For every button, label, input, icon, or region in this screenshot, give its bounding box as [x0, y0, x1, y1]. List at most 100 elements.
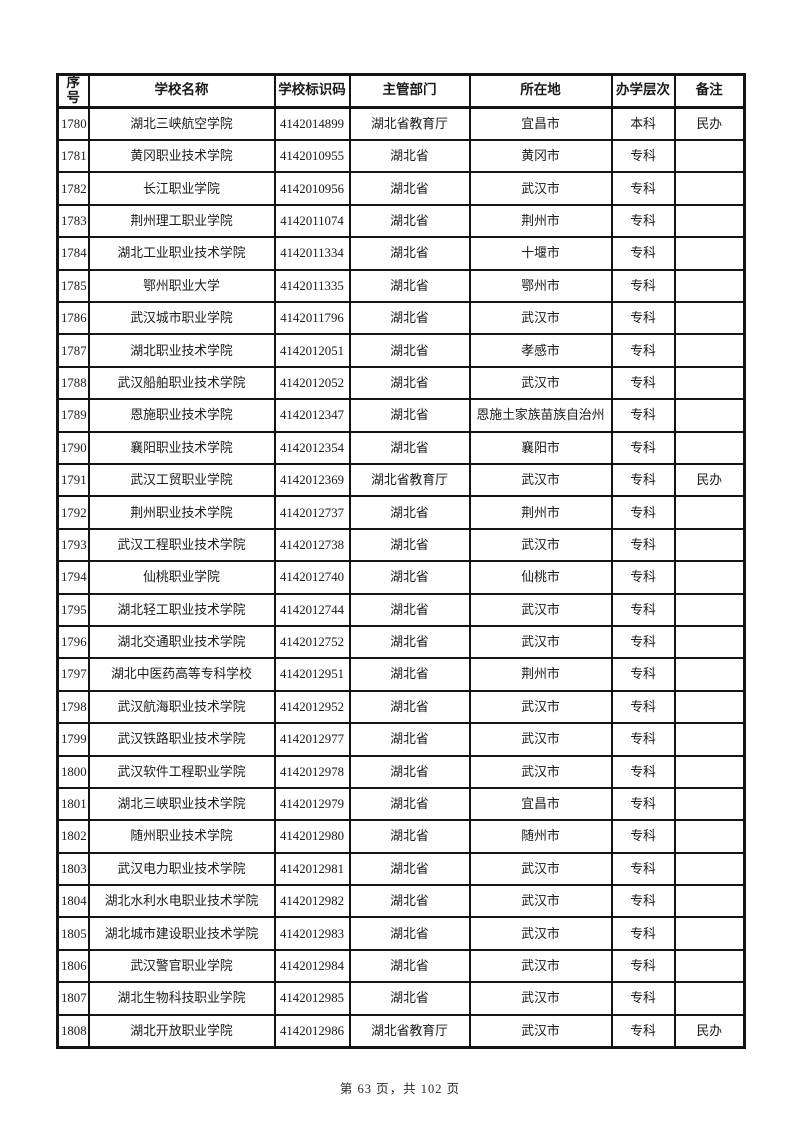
table-cell [673, 884, 746, 919]
table-cell: 恩施职业技术学院 [87, 398, 276, 433]
table-cell: 1796 [56, 624, 90, 660]
table-cell: 武汉市 [468, 365, 613, 401]
table-cell [673, 624, 746, 660]
table-cell: 武汉铁路职业技术学院 [87, 722, 276, 757]
table-cell [673, 333, 746, 368]
table-cell: 1788 [56, 365, 90, 401]
table-cell [673, 527, 746, 563]
table-cell: 1794 [56, 560, 90, 595]
table-cell: 4142012052 [273, 365, 351, 401]
table-cell: 1798 [56, 689, 90, 725]
table-body: 1780 湖北三峡航空学院 4142014899 湖北省教育厅 宜昌市 本科 民办 1781 黄… [56, 106, 746, 1049]
table-cell: 4142011796 [273, 301, 351, 336]
table-cell: 荆州市 [468, 203, 613, 239]
table-cell: 湖北省 [348, 948, 471, 984]
table-row: 1782 长江职业学院 4142010956 湖北省 武汉市 专科 [56, 171, 746, 206]
table-cell: 专科 [610, 398, 676, 433]
table-cell: 湖北省 [348, 333, 471, 368]
table-cell: 1799 [56, 722, 90, 757]
table-cell: 武汉市 [468, 624, 613, 660]
table-cell: 武汉市 [468, 462, 613, 498]
table-cell: 专科 [610, 268, 676, 304]
table-cell: 湖北省 [348, 430, 471, 465]
table-cell: 专科 [610, 786, 676, 822]
table-cell: 1786 [56, 301, 90, 336]
table-cell: 湖北省 [348, 236, 471, 271]
table-cell: 专科 [610, 981, 676, 1016]
table-cell: 湖北生物科技职业学院 [87, 981, 276, 1016]
table-row: 1788 武汉船舶职业技术学院 4142012052 湖北省 武汉市 专科 [56, 365, 746, 401]
table-cell: 专科 [610, 819, 676, 854]
table-cell: 武汉市 [468, 851, 613, 887]
table-cell: 湖北水利水电职业技术学院 [87, 884, 276, 919]
table-cell: 1793 [56, 527, 90, 563]
table-row: 1795 湖北轻工职业技术学院 4142012744 湖北省 武汉市 专科 [56, 592, 746, 627]
table-cell: 4142014899 [273, 106, 351, 142]
table-cell: 4142012977 [273, 722, 351, 757]
table-cell: 湖北省 [348, 786, 471, 822]
table-cell: 1800 [56, 754, 90, 789]
table-cell: 1783 [56, 203, 90, 239]
table-cell: 武汉工程职业技术学院 [87, 527, 276, 563]
table-cell [673, 560, 746, 595]
table-cell: 专科 [610, 495, 676, 530]
table-cell: 4142012744 [273, 592, 351, 627]
table-cell: 专科 [610, 333, 676, 368]
table-cell: 黄冈市 [468, 139, 613, 174]
table-cell: 襄阳市 [468, 430, 613, 465]
table-cell: 4142012952 [273, 689, 351, 725]
table-cell: 湖北省教育厅 [348, 106, 471, 142]
table-cell: 湖北三峡航空学院 [87, 106, 276, 142]
table-cell: 湖北交通职业技术学院 [87, 624, 276, 660]
table-cell: 4142011335 [273, 268, 351, 304]
table-cell: 鄂州市 [468, 268, 613, 304]
table-cell [673, 139, 746, 174]
table-cell: 1808 [56, 1013, 90, 1049]
table-cell: 1782 [56, 171, 90, 206]
table-cell: 武汉软件工程职业学院 [87, 754, 276, 789]
table-cell [673, 754, 746, 789]
table-cell [673, 592, 746, 627]
table-cell: 4142012986 [273, 1013, 351, 1049]
table-cell: 1791 [56, 462, 90, 498]
column-header: 备注 [673, 73, 746, 109]
table-row: 1805 湖北城市建设职业技术学院 4142012983 湖北省 武汉市 专科 [56, 916, 746, 951]
school-list-table: 序号 学校名称 学校标识码 主管部门 所在地 办学层次 备注 1780 湖北三峡航空学院 414… [56, 73, 746, 1050]
table-row: 1798 武汉航海职业技术学院 4142012952 湖北省 武汉市 专科 [56, 689, 746, 725]
table-cell: 1789 [56, 398, 90, 433]
table-cell: 专科 [610, 171, 676, 206]
table-cell: 4142012951 [273, 657, 351, 692]
table-cell: 4142012979 [273, 786, 351, 822]
table-cell: 专科 [610, 916, 676, 951]
table-cell: 湖北省 [348, 365, 471, 401]
table-cell: 专科 [610, 203, 676, 239]
table-cell: 湖北省教育厅 [348, 462, 471, 498]
table-row: 1803 武汉电力职业技术学院 4142012981 湖北省 武汉市 专科 [56, 851, 746, 887]
table-cell [673, 430, 746, 465]
table-row: 1789 恩施职业技术学院 4142012347 湖北省 恩施土家族苗族自治州 专科 [56, 398, 746, 433]
table-cell [673, 398, 746, 433]
table-header-row: 序号 学校名称 学校标识码 主管部门 所在地 办学层次 备注 [56, 73, 746, 109]
table-row: 1792 荆州职业技术学院 4142012737 湖北省 荆州市 专科 [56, 495, 746, 530]
table-cell: 湖北三峡职业技术学院 [87, 786, 276, 822]
table-cell: 湖北省 [348, 268, 471, 304]
table-cell [673, 268, 746, 304]
table-row: 1784 湖北工业职业技术学院 4142011334 湖北省 十堰市 专科 [56, 236, 746, 271]
table-cell: 专科 [610, 365, 676, 401]
table-cell: 黄冈职业技术学院 [87, 139, 276, 174]
table-cell: 湖北省 [348, 657, 471, 692]
table-cell: 湖北省 [348, 819, 471, 854]
table-cell: 4142012738 [273, 527, 351, 563]
table-cell: 湖北轻工职业技术学院 [87, 592, 276, 627]
table-cell: 武汉市 [468, 171, 613, 206]
table-cell [673, 851, 746, 887]
table-cell: 湖北职业技术学院 [87, 333, 276, 368]
table-cell: 湖北省 [348, 139, 471, 174]
table-cell: 4142010955 [273, 139, 351, 174]
table-cell: 专科 [610, 430, 676, 465]
table-cell: 湖北省 [348, 495, 471, 530]
table-cell: 4142012978 [273, 754, 351, 789]
table-cell: 专科 [610, 948, 676, 984]
table-row: 1794 仙桃职业学院 4142012740 湖北省 仙桃市 专科 [56, 560, 746, 595]
